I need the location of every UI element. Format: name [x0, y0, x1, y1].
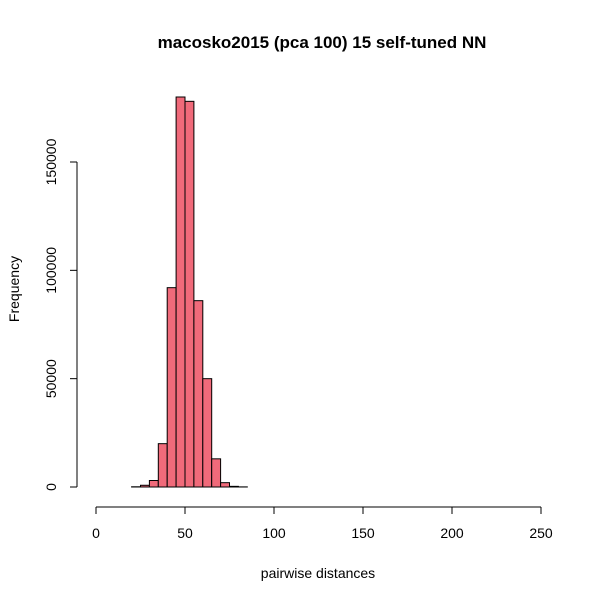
histogram-bar [203, 379, 212, 487]
histogram-bar [158, 444, 167, 487]
y-tick-label: 150000 [43, 138, 59, 185]
histogram-bar [185, 101, 194, 487]
y-tick-label: 100000 [43, 247, 59, 294]
histogram-bars [132, 97, 248, 487]
x-tick-label: 150 [351, 525, 375, 541]
x-tick-label: 100 [262, 525, 286, 541]
x-axis-label: pairwise distances [261, 565, 375, 581]
x-tick-label: 250 [529, 525, 553, 541]
histogram-bar [141, 485, 150, 487]
histogram-bar [176, 97, 185, 487]
x-axis: 0 50 100 150 200 250 [92, 507, 553, 541]
x-tick-label: 50 [177, 525, 193, 541]
histogram-bar [167, 288, 176, 487]
x-tick-label: 0 [92, 525, 100, 541]
histogram-bar [230, 486, 239, 487]
chart-title: macosko2015 (pca 100) 15 self-tuned NN [158, 33, 487, 52]
histogram-bar [221, 483, 230, 487]
x-tick-label: 200 [440, 525, 464, 541]
y-tick-label: 50000 [43, 359, 59, 398]
y-tick-label: 0 [43, 483, 59, 491]
histogram-bar [212, 459, 221, 487]
y-axis: 0 50000 100000 150000 [43, 138, 77, 490]
y-axis-label: Frequency [6, 256, 22, 322]
histogram-bar [194, 301, 203, 487]
histogram-bar [149, 481, 158, 488]
